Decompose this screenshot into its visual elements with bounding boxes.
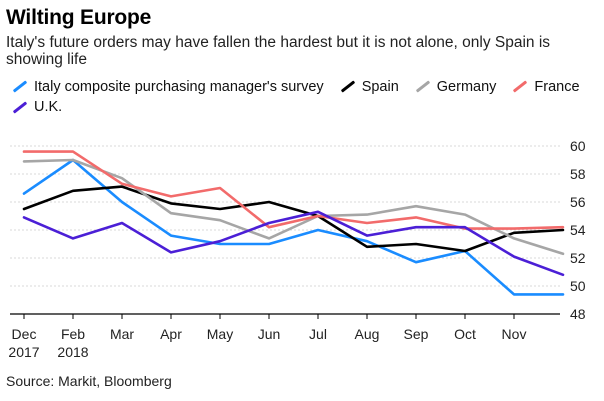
x-tick-label: Sep — [404, 326, 429, 342]
y-tick-label: 48 — [570, 306, 586, 322]
x-tick-label: Oct — [454, 326, 476, 342]
x-tick-label: Jul — [309, 326, 327, 342]
x-tick-sublabel: 2018 — [57, 344, 88, 360]
series-line — [22, 150, 565, 230]
y-tick-label: 52 — [570, 250, 586, 266]
legend-item: Germany — [415, 77, 497, 97]
series-line — [22, 158, 565, 296]
legend-label: U.K. — [34, 99, 63, 115]
x-tick-label: Dec — [12, 326, 37, 342]
legend-label: Spain — [361, 78, 399, 95]
legend-item: France — [512, 77, 580, 97]
x-tick-label: Aug — [355, 326, 380, 342]
legend-label: Germany — [436, 78, 497, 95]
legend-item: Italy composite purchasing manager's sur… — [12, 77, 324, 97]
legend-item: U.K. — [12, 97, 62, 117]
x-tick-label: Nov — [502, 326, 527, 342]
chart-legend: Italy composite purchasing manager's sur… — [12, 76, 602, 117]
y-tick-label: 56 — [570, 194, 586, 210]
legend-label: Italy composite purchasing manager's sur… — [34, 78, 324, 95]
legend-item: Spain — [340, 77, 399, 97]
legend-label: France — [534, 78, 580, 95]
series-line — [22, 185, 565, 253]
x-tick-label: Jun — [258, 326, 281, 342]
x-tick-label: May — [207, 326, 233, 342]
chart-title: Wilting Europe — [6, 6, 152, 29]
y-tick-label: 58 — [570, 166, 586, 182]
x-tick-label: Apr — [160, 326, 182, 342]
y-tick-label: 50 — [570, 278, 586, 294]
y-tick-label: 60 — [570, 138, 586, 154]
x-tick-sublabel: 2017 — [8, 344, 39, 360]
series-line — [22, 158, 565, 256]
x-tick-label: Feb — [61, 326, 85, 342]
chart-source: Source: Markit, Bloomberg — [6, 373, 172, 389]
y-tick-label: 54 — [570, 222, 586, 238]
x-tick-label: Mar — [110, 326, 134, 342]
series-line — [22, 210, 565, 277]
chart-subtitle: Italy's future orders may have fallen th… — [6, 34, 551, 68]
